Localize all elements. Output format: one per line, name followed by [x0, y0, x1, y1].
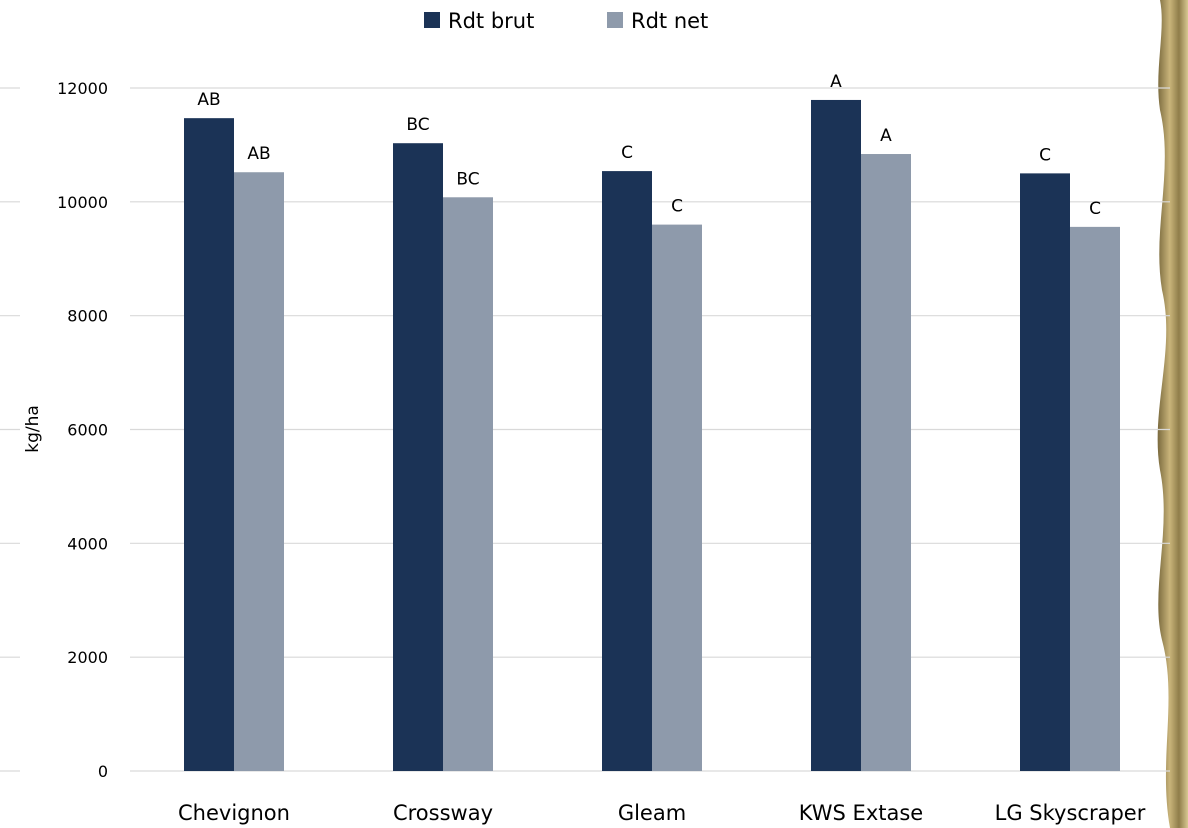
bar-net [1070, 226, 1120, 772]
data-label: C [671, 197, 683, 217]
x-tick-label: LG Skyscraper [995, 801, 1146, 825]
bar-brut [393, 143, 443, 771]
bars [184, 99, 1120, 772]
data-label: BC [456, 169, 479, 189]
data-label: AB [197, 90, 220, 110]
legend-label: Rdt net [631, 9, 708, 33]
data-label: C [1039, 145, 1051, 165]
left-edge-ticks [0, 87, 20, 772]
bar-net [652, 224, 702, 772]
data-label: AB [247, 144, 270, 164]
bar-brut [1020, 173, 1070, 771]
background-photo [1157, 0, 1188, 828]
data-labels: AB AB BC BC C C A A C C [197, 72, 1101, 219]
bar-net [861, 154, 911, 772]
data-label: C [1089, 199, 1101, 219]
legend: Rdt brut Rdt net [424, 9, 708, 33]
data-label: C [621, 143, 633, 163]
x-tick-label: Crossway [393, 801, 493, 825]
y-tick-label: 8000 [67, 307, 108, 326]
legend-swatch [607, 12, 623, 28]
data-label: A [880, 126, 892, 146]
y-tick-label: 2000 [67, 648, 108, 667]
bar-net [443, 197, 493, 771]
x-axis-tick-labels: Chevignon Crossway Gleam KWS Extase LG Skysc… [178, 801, 1146, 825]
y-tick-label: 12000 [57, 79, 108, 98]
data-label: A [830, 72, 842, 92]
legend-label: Rdt brut [448, 9, 534, 33]
y-axis-tick-labels: 0 2000 4000 6000 8000 10000 12000 [57, 79, 108, 781]
bar-brut [184, 118, 234, 771]
bar-net [234, 172, 284, 771]
y-axis-label: kg/ha [23, 405, 43, 453]
x-tick-label: Chevignon [178, 801, 290, 825]
data-label: BC [406, 115, 429, 135]
bar-brut [602, 171, 652, 771]
x-tick-label: KWS Extase [799, 801, 923, 825]
x-tick-label: Gleam [618, 801, 686, 825]
y-tick-label: 6000 [67, 421, 108, 440]
bar-brut [811, 99, 861, 771]
y-tick-label: 0 [98, 762, 108, 781]
y-tick-label: 4000 [67, 534, 108, 553]
legend-swatch [424, 12, 440, 28]
y-tick-label: 10000 [57, 193, 108, 212]
